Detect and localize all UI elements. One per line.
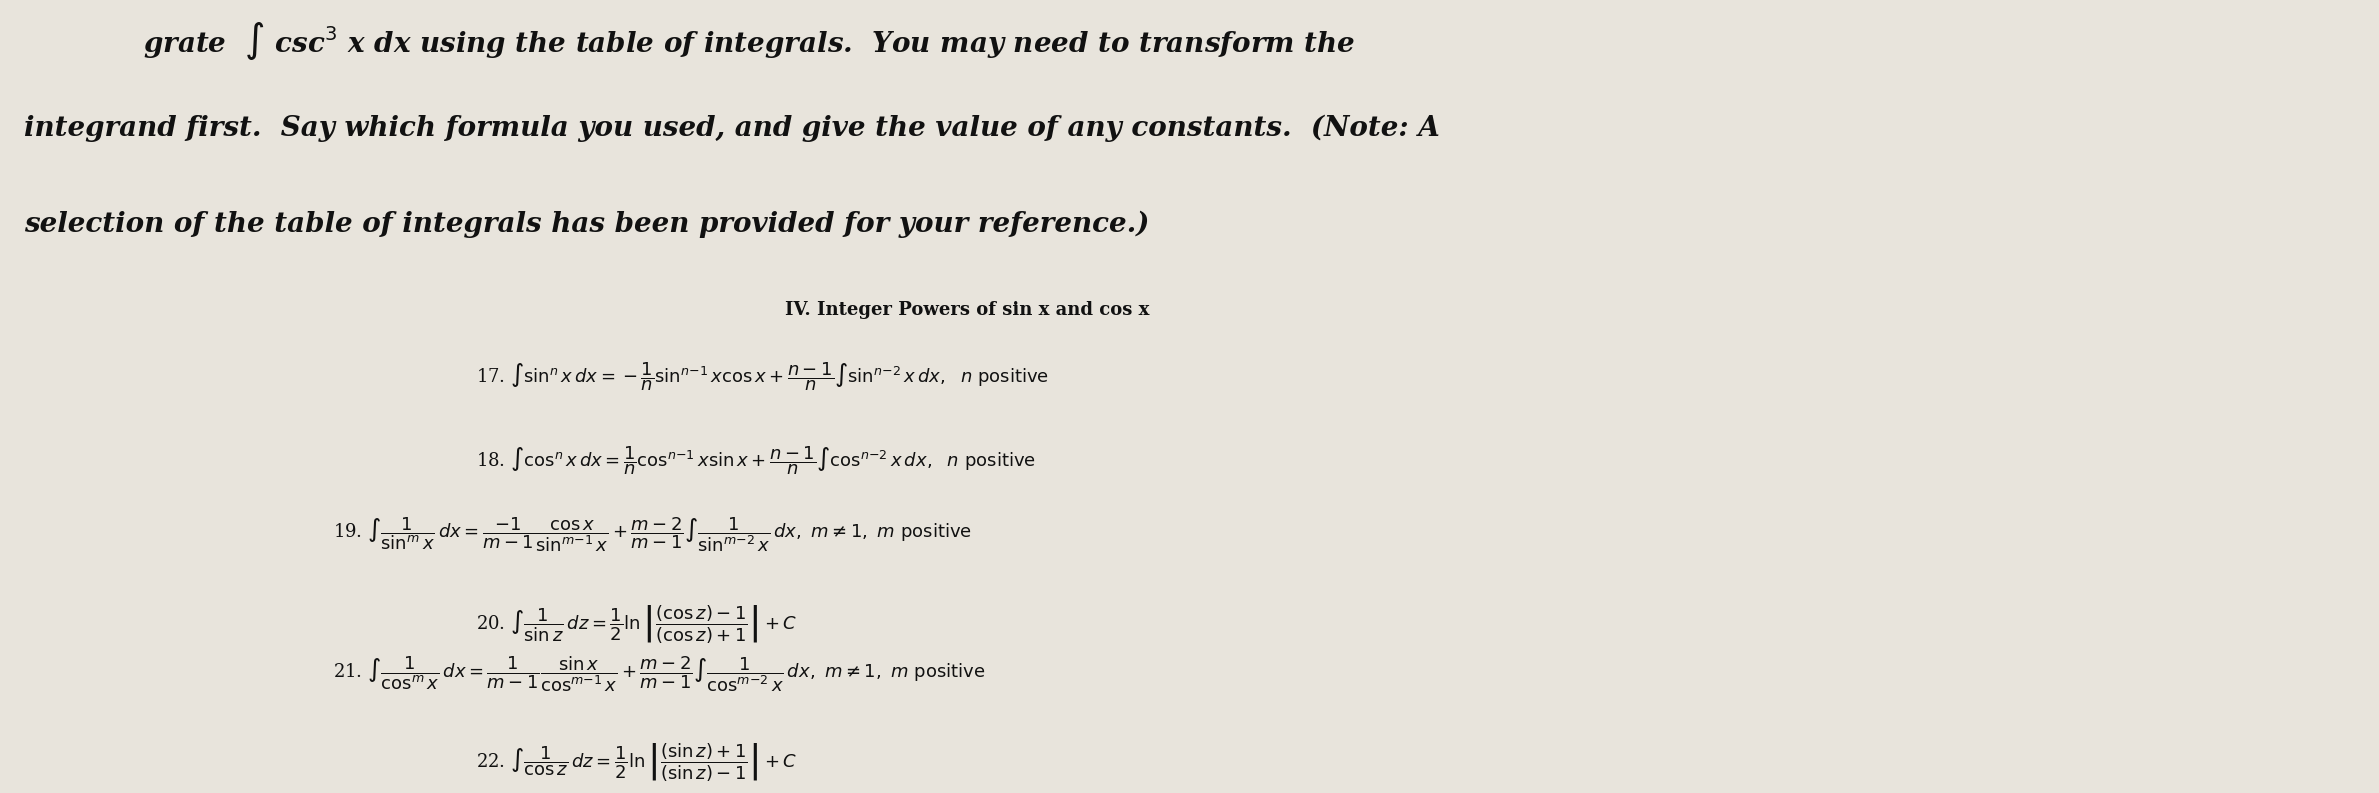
Text: 17. $\int \sin^n x\, dx = -\dfrac{1}{n}\sin^{n-1} x \cos x + \dfrac{n-1}{n}\int : 17. $\int \sin^n x\, dx = -\dfrac{1}{n}\… xyxy=(476,361,1049,393)
Text: selection of the table of integrals has been provided for your reference.): selection of the table of integrals has … xyxy=(24,210,1149,238)
Text: 19. $\int \dfrac{1}{\sin^m x}\, dx = \dfrac{-1}{m-1}\dfrac{\cos x}{\sin^{m-1} x}: 19. $\int \dfrac{1}{\sin^m x}\, dx = \df… xyxy=(333,515,973,554)
Text: integrand first.  Say which formula you used, and give the value of any constant: integrand first. Say which formula you u… xyxy=(24,115,1439,143)
Text: 18. $\int \cos^n x\, dx = \dfrac{1}{n}\cos^{n-1} x \sin x + \dfrac{n-1}{n}\int \: 18. $\int \cos^n x\, dx = \dfrac{1}{n}\c… xyxy=(476,444,1035,477)
Text: 20. $\int \dfrac{1}{\sin z}\, dz = \dfrac{1}{2}\ln\left|\dfrac{(\cos z)-1}{(\cos: 20. $\int \dfrac{1}{\sin z}\, dz = \dfra… xyxy=(476,603,797,645)
Text: 22. $\int \dfrac{1}{\cos z}\, dz = \dfrac{1}{2}\ln\left|\dfrac{(\sin z)+1}{(\sin: 22. $\int \dfrac{1}{\cos z}\, dz = \dfra… xyxy=(476,741,797,783)
Text: 21. $\int \dfrac{1}{\cos^m x}\, dx = \dfrac{1}{m-1}\dfrac{\sin x}{\cos^{m-1} x} : 21. $\int \dfrac{1}{\cos^m x}\, dx = \df… xyxy=(333,654,985,694)
Text: grate  $\int$ csc$^3$ x dx using the table of integrals.  You may need to transf: grate $\int$ csc$^3$ x dx using the tabl… xyxy=(143,20,1356,62)
Text: IV. Integer Powers of sin x and cos x: IV. Integer Powers of sin x and cos x xyxy=(785,301,1149,320)
